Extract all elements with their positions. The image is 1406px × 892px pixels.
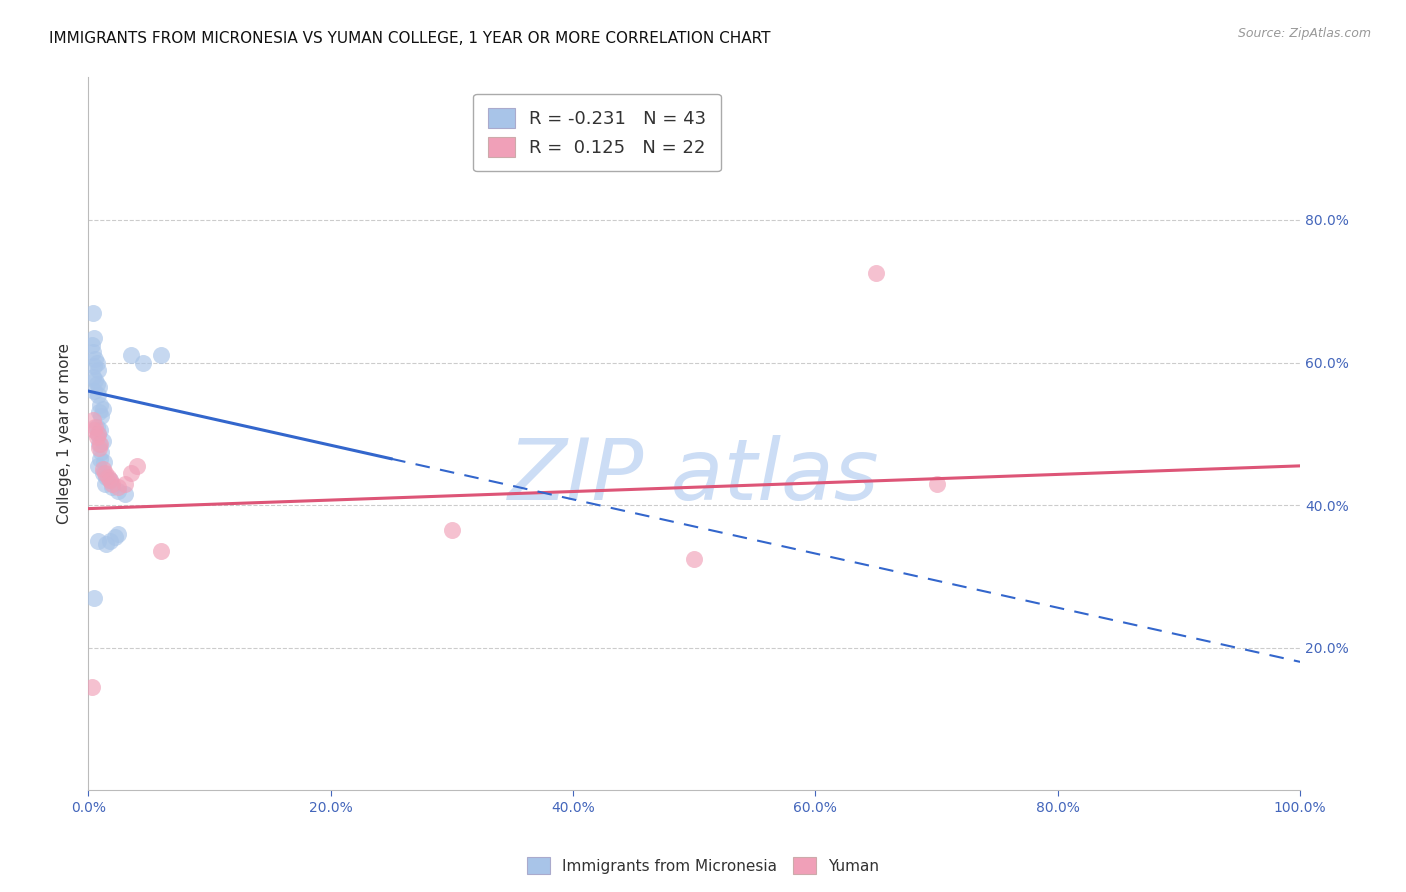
Point — [89, 437, 111, 451]
Point — [80, 680, 103, 694]
Text: Source: ZipAtlas.com: Source: ZipAtlas.com — [1237, 27, 1371, 40]
Text: IMMIGRANTS FROM MICRONESIA VS YUMAN COLLEGE, 1 YEAR OR MORE CORRELATION CHART: IMMIGRANTS FROM MICRONESIA VS YUMAN COLL… — [49, 31, 770, 46]
Point — [101, 480, 124, 494]
Point — [125, 458, 148, 473]
Point — [82, 412, 104, 426]
Point — [94, 476, 117, 491]
Point — [98, 473, 121, 487]
Point — [120, 466, 142, 480]
Point — [80, 337, 103, 351]
Point — [84, 351, 107, 366]
Point — [96, 537, 118, 551]
Legend: Immigrants from Micronesia, Yuman: Immigrants from Micronesia, Yuman — [522, 851, 884, 880]
Point — [149, 348, 172, 362]
Point — [96, 469, 118, 483]
Point — [82, 369, 104, 384]
Point — [107, 483, 129, 498]
Point — [90, 444, 112, 458]
Point — [83, 330, 105, 344]
Point — [82, 305, 104, 319]
Point — [91, 401, 114, 416]
Point — [114, 476, 136, 491]
Point — [925, 476, 948, 491]
Point — [120, 348, 142, 362]
Point — [87, 441, 110, 455]
Point — [865, 267, 887, 281]
Point — [96, 469, 118, 483]
Point — [87, 458, 110, 473]
Point — [683, 551, 706, 566]
Point — [98, 473, 121, 487]
Point — [107, 480, 129, 494]
Point — [90, 409, 112, 423]
Point — [87, 533, 110, 548]
Point — [89, 423, 111, 437]
Point — [131, 355, 153, 369]
Point — [101, 476, 124, 491]
Point — [84, 373, 107, 387]
Point — [91, 462, 114, 476]
Point — [91, 466, 114, 480]
Point — [86, 376, 108, 391]
Point — [98, 533, 121, 548]
Y-axis label: College, 1 year or more: College, 1 year or more — [58, 343, 72, 524]
Point — [83, 423, 105, 437]
Point — [87, 387, 110, 401]
Point — [87, 426, 110, 441]
Point — [440, 523, 463, 537]
Point — [114, 487, 136, 501]
Point — [86, 430, 108, 444]
Point — [104, 530, 127, 544]
Point — [89, 398, 111, 412]
Point — [83, 591, 105, 605]
Point — [107, 526, 129, 541]
Point — [84, 419, 107, 434]
Legend: R = -0.231   N = 43, R =  0.125   N = 22: R = -0.231 N = 43, R = 0.125 N = 22 — [474, 94, 721, 171]
Point — [86, 419, 108, 434]
Point — [86, 355, 108, 369]
Point — [87, 437, 110, 451]
Point — [82, 344, 104, 359]
Point — [91, 434, 114, 448]
Point — [83, 384, 105, 398]
Point — [149, 544, 172, 558]
Point — [89, 451, 111, 466]
Point — [83, 359, 105, 373]
Point — [87, 426, 110, 441]
Point — [94, 466, 117, 480]
Point — [87, 380, 110, 394]
Point — [87, 405, 110, 419]
Point — [87, 362, 110, 376]
Point — [93, 455, 115, 469]
Text: ZIP atlas: ZIP atlas — [509, 435, 880, 518]
